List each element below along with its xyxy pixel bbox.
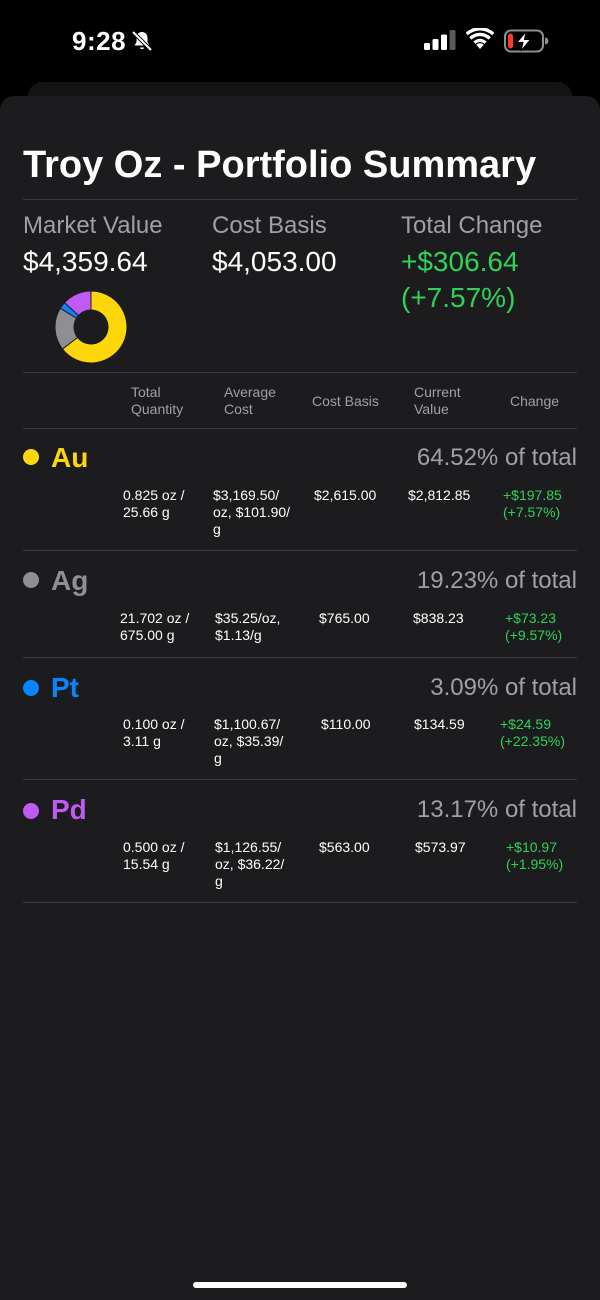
metal-percent-of-total: 19.23% of total	[416, 567, 577, 594]
divider	[23, 372, 577, 373]
metal-percent-of-total: 64.52% of total	[416, 444, 577, 471]
change-cell: +$24.59 (+22.35%)	[500, 716, 565, 749]
divider	[23, 199, 577, 200]
total-quantity-cell: 0.500 oz /15.54 g	[123, 839, 185, 872]
column-header-total-quantity: Total Quantity	[131, 384, 184, 417]
market-value: $4,359.64	[23, 246, 148, 277]
column-header-current-value: Current Value	[414, 384, 461, 417]
cost-basis-label: Cost Basis	[212, 212, 327, 239]
total-quantity-cell: 0.825 oz /25.66 g	[123, 487, 185, 520]
portfolio-summary-sheet: Troy Oz - Portfolio Summary Market Value…	[0, 96, 600, 1300]
change-cell: +$197.85 (+7.57%)	[503, 487, 562, 520]
signal-icon	[424, 30, 456, 50]
market-value-summary: Market Value $4,359.64	[23, 212, 213, 280]
cost-basis-cell: $563.00	[319, 839, 370, 855]
average-cost-cell: $1,100.67/oz, $35.39/g	[214, 716, 284, 766]
cost-basis-summary: Cost Basis $4,053.00	[212, 212, 402, 280]
current-value-cell: $838.23	[413, 610, 464, 626]
palladium-dot-icon	[23, 803, 39, 819]
divider	[23, 902, 577, 903]
metal-percent-of-total: 3.09% of total	[430, 674, 577, 701]
metal-symbol: Pt	[51, 672, 79, 703]
total-change-label: Total Change	[401, 212, 543, 239]
page-title: Troy Oz - Portfolio Summary	[23, 144, 537, 186]
platinum-dot-icon	[23, 680, 39, 696]
cost-basis-cell: $765.00	[319, 610, 370, 626]
battery-charging-icon	[504, 29, 549, 53]
metal-symbol: Au	[51, 442, 89, 473]
status-bar: 9:28	[0, 0, 600, 82]
metal-symbol: Pd	[51, 794, 87, 825]
silver-dot-icon	[23, 572, 39, 588]
column-header-change: Change	[510, 393, 560, 409]
market-value-label: Market Value	[23, 212, 163, 239]
change-cell: +$73.23 (+9.57%)	[505, 610, 563, 643]
total-change-value: +$306.64	[401, 246, 519, 277]
column-header-average-cost: Average Cost	[224, 384, 276, 417]
divider	[23, 657, 577, 658]
allocation-donut-chart	[54, 290, 128, 364]
cost-basis-cell: $2,615.00	[314, 487, 377, 503]
wifi-icon	[466, 28, 494, 49]
total-change-summary: Total Change +$306.64 (+7.57%)	[401, 212, 591, 316]
total-quantity-cell: 0.100 oz /3.11 g	[123, 716, 185, 749]
donut-slice-palladium	[63, 290, 92, 317]
home-indicator[interactable]	[193, 1282, 407, 1288]
cost-basis-value: $4,053.00	[212, 246, 337, 277]
bell-slash-icon	[131, 30, 153, 52]
metal-percent-of-total: 13.17% of total	[416, 796, 577, 823]
current-value-cell: $2,812.85	[408, 487, 471, 503]
average-cost-cell: $1,126.55/oz, $36.22/g	[215, 839, 285, 889]
current-value-cell: $573.97	[415, 839, 466, 855]
average-cost-cell: $35.25/oz, $1.13/g	[215, 610, 281, 643]
average-cost-cell: $3,169.50/oz, $101.90/g	[213, 487, 291, 537]
divider	[23, 428, 577, 429]
donut-slice-gold	[61, 290, 128, 364]
total-quantity-cell: 21.702 oz /675.00 g	[120, 610, 190, 643]
divider	[23, 779, 577, 780]
divider	[23, 550, 577, 551]
change-cell: +$10.97 (+1.95%)	[506, 839, 564, 872]
metal-symbol: Ag	[51, 565, 89, 596]
total-change-percent: (+7.57%)	[401, 282, 516, 313]
gold-dot-icon	[23, 449, 39, 465]
current-value-cell: $134.59	[414, 716, 465, 732]
cost-basis-cell: $110.00	[321, 716, 371, 732]
column-header-cost-basis: Cost Basis	[312, 393, 379, 409]
status-time: 9:28	[72, 26, 127, 56]
